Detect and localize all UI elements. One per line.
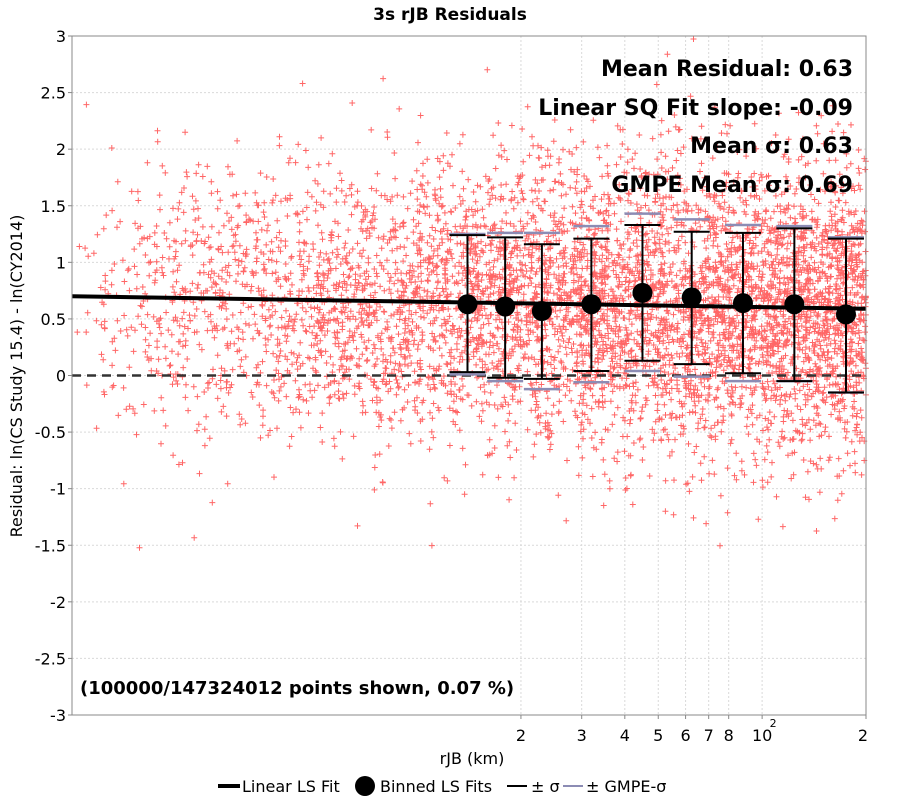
legend: Linear LS Fit Binned LS Fits ± σ ± GMPE-… (218, 776, 666, 796)
y-tick-label: 0.5 (41, 310, 66, 329)
legend-label-binned-fits: Binned LS Fits (380, 777, 492, 796)
binned-mean-point (632, 282, 653, 303)
x-axis-label: rJB (km) (440, 749, 505, 768)
binned-mean-point (581, 294, 602, 315)
y-axis-ticks: -3 -2.5 -2 -1.5 -1 -0.5 0 0.5 1 1.5 2 2.5 3 (35, 27, 72, 725)
binned-mean-point (531, 300, 552, 321)
x-tick-label: 3 (577, 726, 587, 745)
y-tick-label: 0 (56, 367, 66, 386)
y-tick-label: 1 (56, 253, 66, 272)
y-tick-label: 1.5 (41, 197, 66, 216)
y-tick-label: -2 (50, 593, 66, 612)
x-tick-label: 2 (858, 726, 868, 745)
x-tick-label: 5 (653, 726, 663, 745)
y-tick-label: 2.5 (41, 84, 66, 103)
binned-mean-point (457, 294, 478, 315)
legend-swatch-binned-fits (355, 776, 375, 796)
x-tick-label: 6 (680, 726, 690, 745)
binned-fit-9 (827, 236, 864, 394)
binned-mean-point (732, 293, 753, 314)
binned-fit-4 (573, 224, 610, 384)
binned-mean-point (681, 287, 702, 308)
binned-fit-5 (624, 212, 661, 373)
binned-fits (449, 212, 864, 394)
binned-mean-point (835, 304, 856, 325)
binned-fit-6 (673, 218, 710, 378)
y-tick-label: -1 (50, 480, 66, 499)
annotation-gmpe-sigma: GMPE Mean σ: 0.69 (611, 173, 853, 198)
stats-annotations: Mean Residual: 0.63 Linear SQ Fit slope:… (538, 57, 853, 198)
legend-label-gmpe-sigma: ± GMPE-σ (586, 777, 666, 796)
legend-label-linear-fit: Linear LS Fit (242, 777, 340, 796)
y-tick-label: 2 (56, 140, 66, 159)
annotation-fit-slope: Linear SQ Fit slope: -0.09 (538, 96, 853, 121)
x-tick-label: 8 (724, 726, 734, 745)
chart-title: 3s rJB Residuals (373, 5, 527, 25)
x-tick-label: 7 (704, 726, 714, 745)
y-tick-label: -2.5 (35, 649, 66, 668)
x-tick-label: 2 (516, 726, 526, 745)
y-tick-label: 3 (56, 27, 66, 46)
binned-mean-point (784, 294, 805, 315)
x-tick-label: 4 (620, 726, 630, 745)
points-shown-note: (100000/147324012 points shown, 0.07 %) (80, 678, 514, 699)
y-tick-label: -0.5 (35, 423, 66, 442)
binned-fit-8 (776, 224, 813, 383)
annotation-mean-sigma: Mean σ: 0.63 (690, 134, 853, 159)
binned-fit-2 (487, 231, 524, 383)
binned-mean-point (495, 296, 516, 317)
legend-label-sigma: ± σ (531, 777, 560, 796)
binned-fit-3 (523, 231, 560, 391)
binned-fit-1 (449, 232, 486, 376)
binned-fit-7 (724, 223, 761, 383)
y-tick-label: -3 (50, 706, 66, 725)
annotation-mean-residual: Mean Residual: 0.63 (601, 57, 853, 82)
x-tick-label: 10 (752, 726, 772, 745)
y-tick-label: -1.5 (35, 536, 66, 555)
y-axis-label: Residual: ln(CS Study 15.4) - ln(CY2014) (7, 215, 26, 538)
x-tick-exponent: 2 (770, 717, 777, 730)
